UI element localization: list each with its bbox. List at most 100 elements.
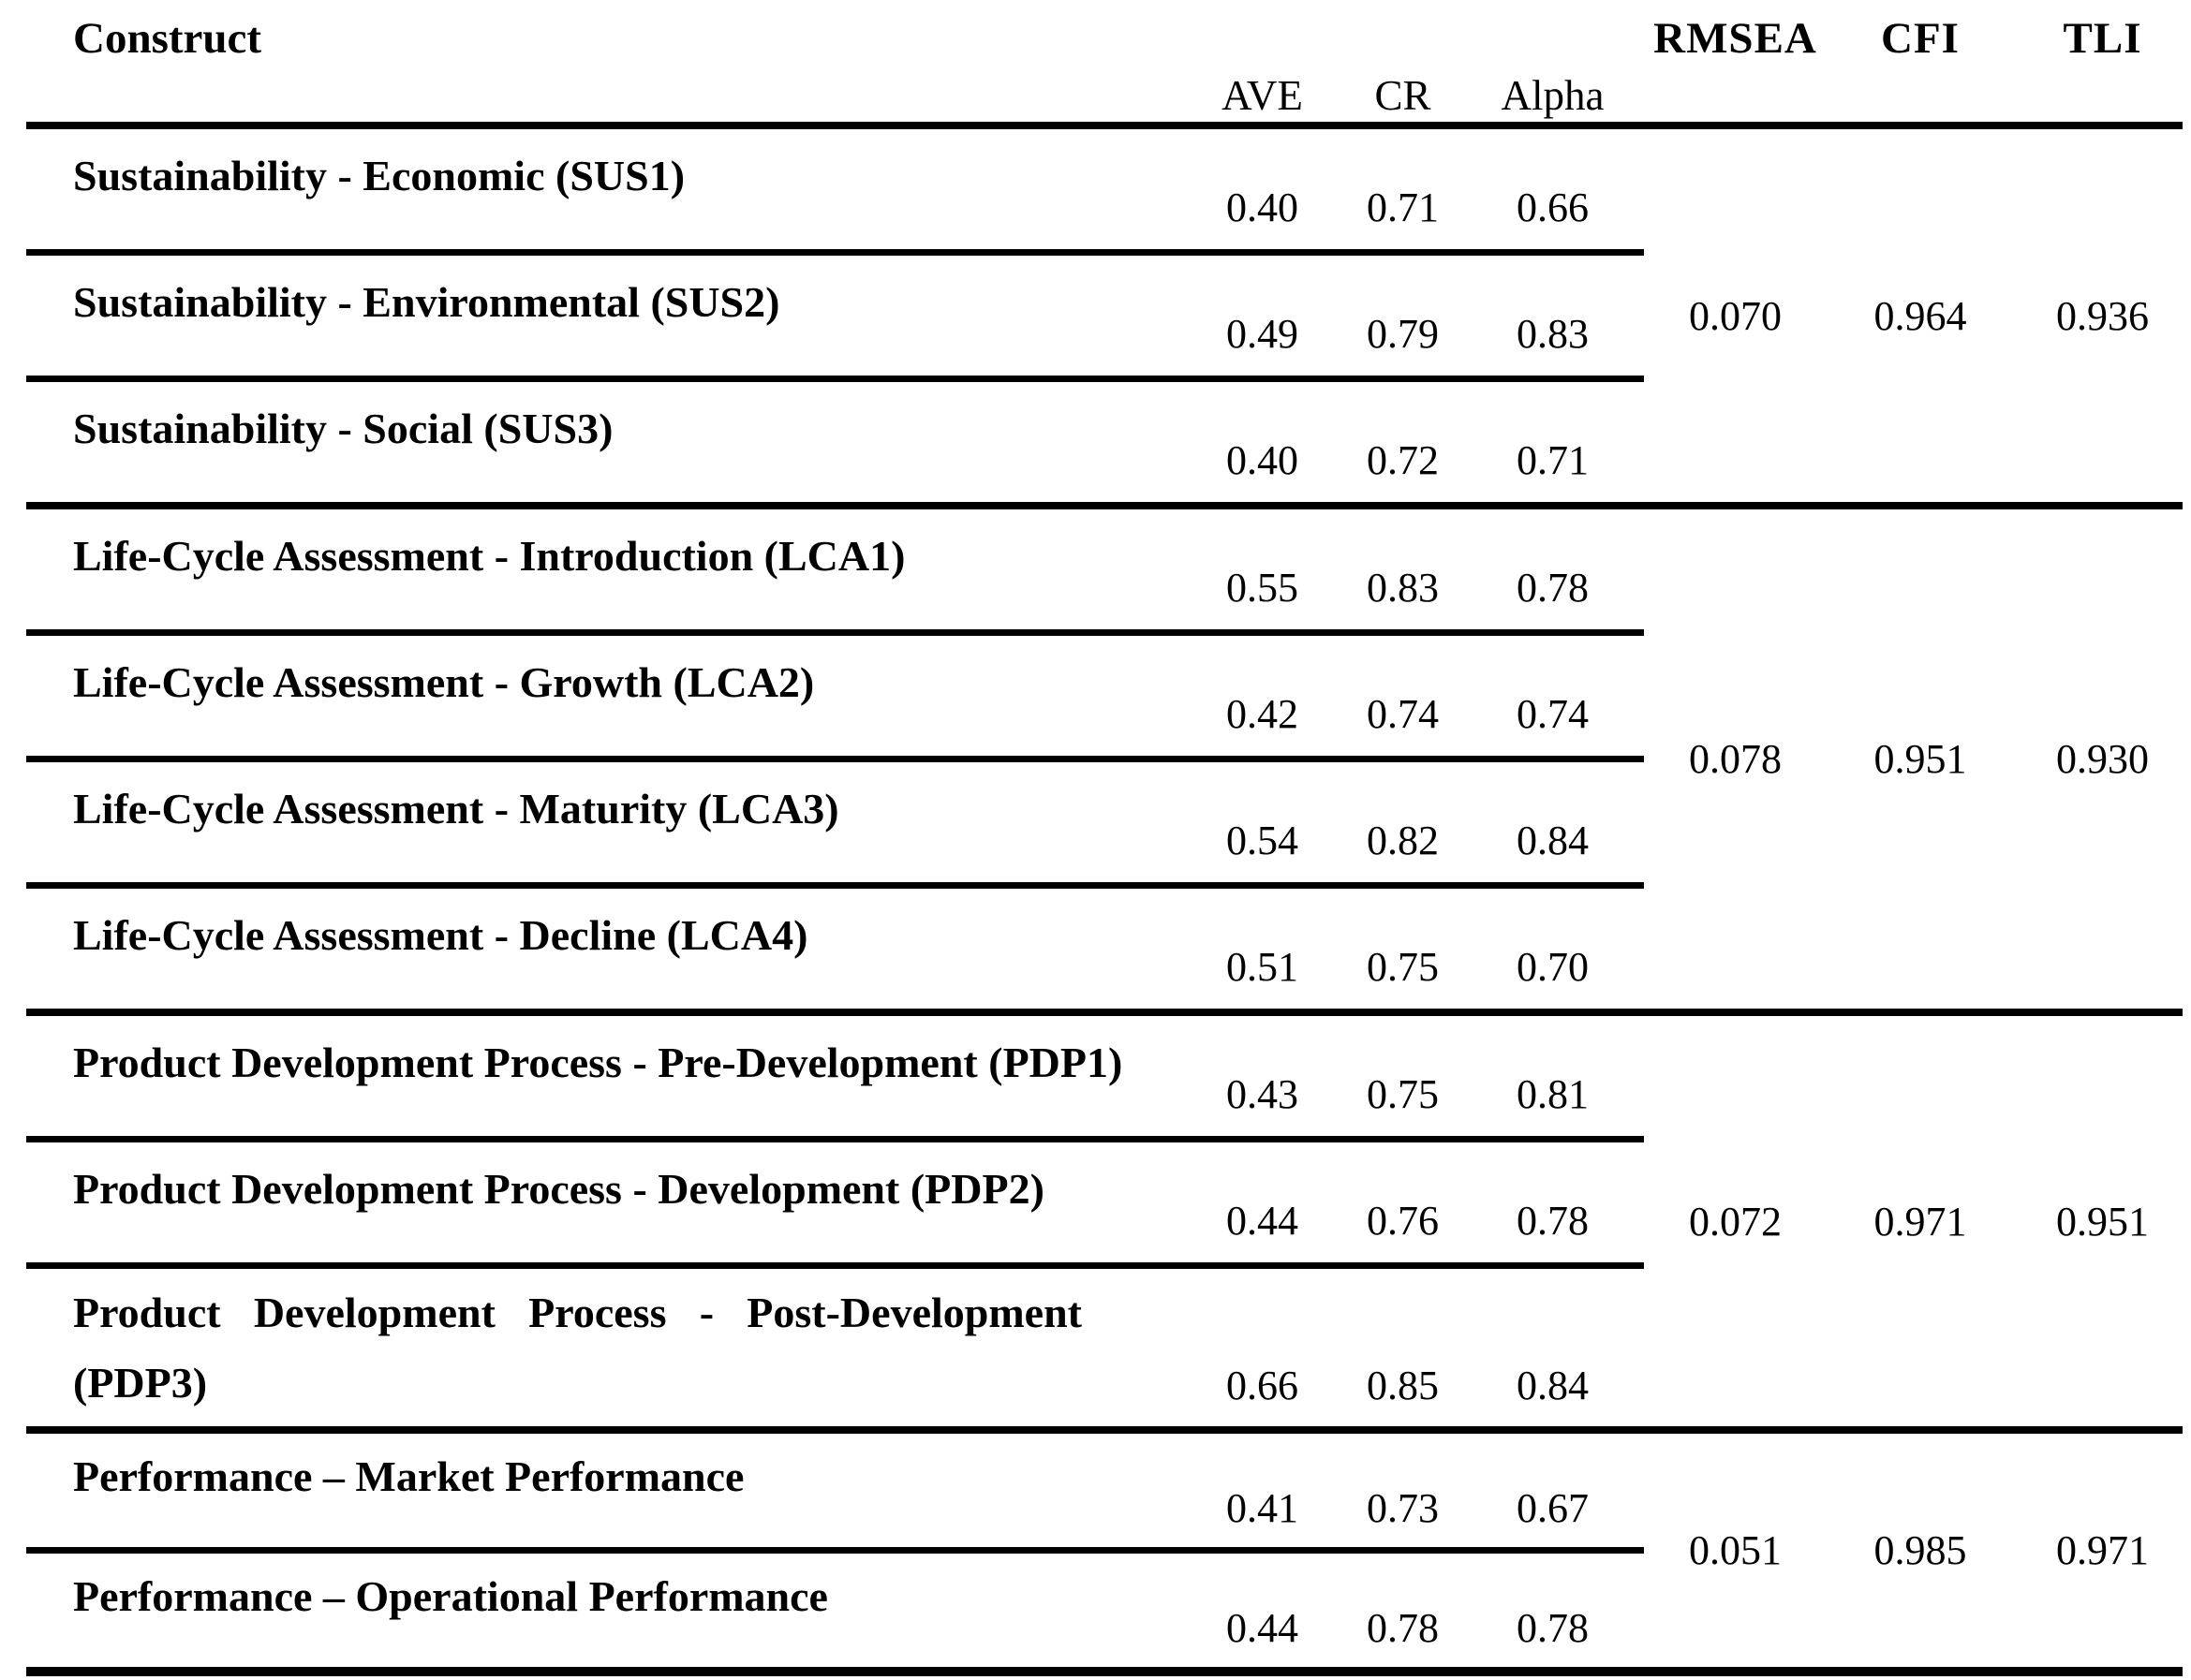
cr-value: 0.76 xyxy=(1367,1197,1439,1244)
table-row: Sustainability - Economic (SUS1) 0.40 0.… xyxy=(0,129,1644,249)
ave-value: 0.44 xyxy=(1226,1197,1298,1244)
ave-value: 0.66 xyxy=(1226,1362,1298,1408)
ave-value: 0.40 xyxy=(1226,184,1298,230)
rmsea-value: 0.070 xyxy=(1689,292,1782,339)
construct-label: Sustainability - Economic (SUS1) xyxy=(73,151,686,199)
ave-value: 0.55 xyxy=(1226,564,1298,611)
cr-value: 0.75 xyxy=(1367,1070,1439,1117)
cfi-value: 0.971 xyxy=(1873,1198,1967,1245)
alpha-value: 0.74 xyxy=(1517,690,1589,737)
construct-label: Product Development Process - Post-Devel… xyxy=(73,1289,1082,1407)
cr-value: 0.79 xyxy=(1367,310,1439,357)
cfi-value: 0.964 xyxy=(1873,292,1967,339)
cr-value: 0.82 xyxy=(1367,817,1439,863)
construct-label: Product Development Process - Developmen… xyxy=(73,1164,1044,1213)
column-header-ave: AVE xyxy=(1221,72,1303,119)
alpha-value: 0.78 xyxy=(1517,564,1589,611)
column-header-cfi: CFI xyxy=(1881,14,1960,63)
cfi-value: 0.985 xyxy=(1873,1527,1967,1573)
table-row: Product Development Process - Post-Devel… xyxy=(0,1269,1644,1426)
cfi-value: 0.951 xyxy=(1873,736,1967,782)
ave-value: 0.49 xyxy=(1226,310,1298,357)
construct-label: Life-Cycle Assessment - Decline (LCA4) xyxy=(73,910,808,959)
construct-label: Life-Cycle Assessment - Introduction (LC… xyxy=(73,531,906,580)
table-header-row: Construct AVE CR Alpha RMSEA CFI TLI xyxy=(0,0,2191,122)
group-fit-stats: 0.078 0.951 0.930 xyxy=(1644,509,2191,1009)
column-header-rmsea: RMSEA xyxy=(1653,14,1817,63)
tli-value: 0.936 xyxy=(2056,292,2149,339)
tli-value: 0.971 xyxy=(2056,1527,2149,1573)
tli-value: 0.930 xyxy=(2056,736,2149,782)
group-separator-line xyxy=(26,502,2183,509)
row-separator-line xyxy=(26,249,1644,256)
table-row: Life-Cycle Assessment - Introduction (LC… xyxy=(0,509,1644,629)
alpha-value: 0.70 xyxy=(1517,943,1589,990)
alpha-value: 0.67 xyxy=(1517,1485,1589,1531)
ave-value: 0.40 xyxy=(1226,436,1298,483)
construct-group-lca: Life-Cycle Assessment - Introduction (LC… xyxy=(0,509,2191,1009)
alpha-value: 0.84 xyxy=(1517,1362,1589,1408)
rmsea-value: 0.072 xyxy=(1689,1198,1782,1245)
construct-label: Sustainability - Social (SUS3) xyxy=(73,404,614,452)
cr-value: 0.78 xyxy=(1367,1605,1439,1651)
group-rows: Life-Cycle Assessment - Introduction (LC… xyxy=(0,509,1644,1009)
table-row: Performance – Operational Performance 0.… xyxy=(0,1554,1644,1667)
construct-label: Sustainability - Environmental (SUS2) xyxy=(73,277,780,326)
alpha-value: 0.66 xyxy=(1517,184,1589,230)
cr-value: 0.73 xyxy=(1367,1485,1439,1531)
table-row: Life-Cycle Assessment - Growth (LCA2) 0.… xyxy=(0,636,1644,756)
group-rows: Sustainability - Economic (SUS1) 0.40 0.… xyxy=(0,129,1644,502)
rmsea-value: 0.051 xyxy=(1689,1527,1782,1573)
group-rows: Performance – Market Performance 0.41 0.… xyxy=(0,1434,1644,1667)
construct-label: Product Development Process - Pre-Develo… xyxy=(73,1038,1123,1086)
alpha-value: 0.81 xyxy=(1517,1070,1589,1117)
cr-value: 0.83 xyxy=(1367,564,1439,611)
group-fit-stats: 0.051 0.985 0.971 xyxy=(1644,1434,2191,1667)
ave-value: 0.54 xyxy=(1226,817,1298,863)
ave-value: 0.44 xyxy=(1226,1605,1298,1651)
group-rows: Product Development Process - Pre-Develo… xyxy=(0,1016,1644,1426)
group-separator-line xyxy=(26,1009,2183,1016)
construct-label: Life-Cycle Assessment - Growth (LCA2) xyxy=(73,657,815,706)
group-fit-stats: 0.072 0.971 0.951 xyxy=(1644,1016,2191,1426)
ave-value: 0.42 xyxy=(1226,690,1298,737)
row-separator-line xyxy=(26,1547,1644,1554)
ave-value: 0.51 xyxy=(1226,943,1298,990)
rmsea-value: 0.078 xyxy=(1689,736,1782,782)
row-separator-line xyxy=(26,376,1644,382)
tli-value: 0.951 xyxy=(2056,1198,2149,1245)
cr-value: 0.74 xyxy=(1367,690,1439,737)
table-row: Performance – Market Performance 0.41 0.… xyxy=(0,1434,1644,1547)
table-bottom-line xyxy=(26,1667,2183,1676)
construct-group-performance: Performance – Market Performance 0.41 0.… xyxy=(0,1434,2191,1667)
construct-label: Performance – Market Performance xyxy=(73,1452,745,1500)
column-header-cr: CR xyxy=(1374,72,1431,119)
table-row: Product Development Process - Pre-Develo… xyxy=(0,1016,1644,1136)
construct-group-sustainability: Sustainability - Economic (SUS1) 0.40 0.… xyxy=(0,129,2191,502)
construct-group-pdp: Product Development Process - Pre-Develo… xyxy=(0,1016,2191,1426)
alpha-value: 0.84 xyxy=(1517,817,1589,863)
alpha-value: 0.78 xyxy=(1517,1605,1589,1651)
table-row: Sustainability - Social (SUS3) 0.40 0.72… xyxy=(0,382,1644,502)
row-separator-line xyxy=(26,1136,1644,1142)
table-row: Sustainability - Environmental (SUS2) 0.… xyxy=(0,256,1644,376)
alpha-value: 0.71 xyxy=(1517,436,1589,483)
alpha-value: 0.83 xyxy=(1517,310,1589,357)
column-header-construct: Construct xyxy=(73,14,262,63)
construct-label: Performance – Operational Performance xyxy=(73,1572,828,1620)
row-separator-line xyxy=(26,629,1644,636)
header-separator-line xyxy=(26,122,2183,129)
cr-value: 0.75 xyxy=(1367,943,1439,990)
construct-label: Life-Cycle Assessment - Maturity (LCA3) xyxy=(73,784,839,833)
table-row: Life-Cycle Assessment - Decline (LCA4) 0… xyxy=(0,889,1644,1009)
cr-value: 0.72 xyxy=(1367,436,1439,483)
table-row: Life-Cycle Assessment - Maturity (LCA3) … xyxy=(0,762,1644,882)
row-separator-line xyxy=(26,882,1644,889)
ave-value: 0.41 xyxy=(1226,1485,1298,1531)
cr-value: 0.71 xyxy=(1367,184,1439,230)
row-separator-line xyxy=(26,756,1644,762)
alpha-value: 0.78 xyxy=(1517,1197,1589,1244)
column-header-tli: TLI xyxy=(2063,14,2142,63)
